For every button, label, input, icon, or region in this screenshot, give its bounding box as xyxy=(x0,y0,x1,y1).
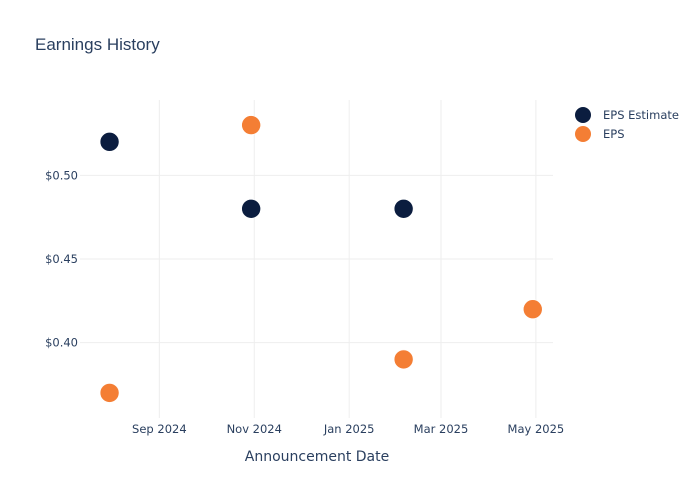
data-point[interactable] xyxy=(393,349,414,370)
y-tick-label: $0.50 xyxy=(45,168,78,182)
legend-label[interactable]: EPS Estimate xyxy=(603,108,679,122)
data-point[interactable] xyxy=(522,299,543,320)
x-axis-ticks: Sep 2024 Nov 2024 Jan 2025 Mar 2025 May 2025 xyxy=(132,422,564,436)
y-tick-label: $0.40 xyxy=(45,336,78,350)
data-point[interactable] xyxy=(393,198,414,219)
grid-layer xyxy=(80,100,553,418)
data-point[interactable] xyxy=(241,115,261,135)
x-tick-label: Mar 2025 xyxy=(414,422,469,436)
legend-label[interactable]: EPS xyxy=(603,127,625,141)
x-axis-title: Announcement Date xyxy=(245,449,389,465)
x-tick-label: May 2025 xyxy=(508,422,565,436)
legend-marker[interactable] xyxy=(575,107,591,123)
legend[interactable]: EPS Estimate EPS xyxy=(575,107,679,142)
chart-title: Earnings History xyxy=(35,35,160,54)
x-tick-label: Nov 2024 xyxy=(227,422,282,436)
legend-marker[interactable] xyxy=(575,126,591,142)
data-point[interactable] xyxy=(99,383,120,403)
x-tick-label: Sep 2024 xyxy=(132,422,187,436)
y-axis-ticks: $0.40 $0.45 $0.50 xyxy=(45,168,78,349)
data-points xyxy=(99,115,543,403)
x-tick-label: Jan 2025 xyxy=(323,422,375,436)
data-point[interactable] xyxy=(99,132,120,152)
data-point[interactable] xyxy=(241,198,261,219)
y-tick-label: $0.45 xyxy=(45,252,78,266)
